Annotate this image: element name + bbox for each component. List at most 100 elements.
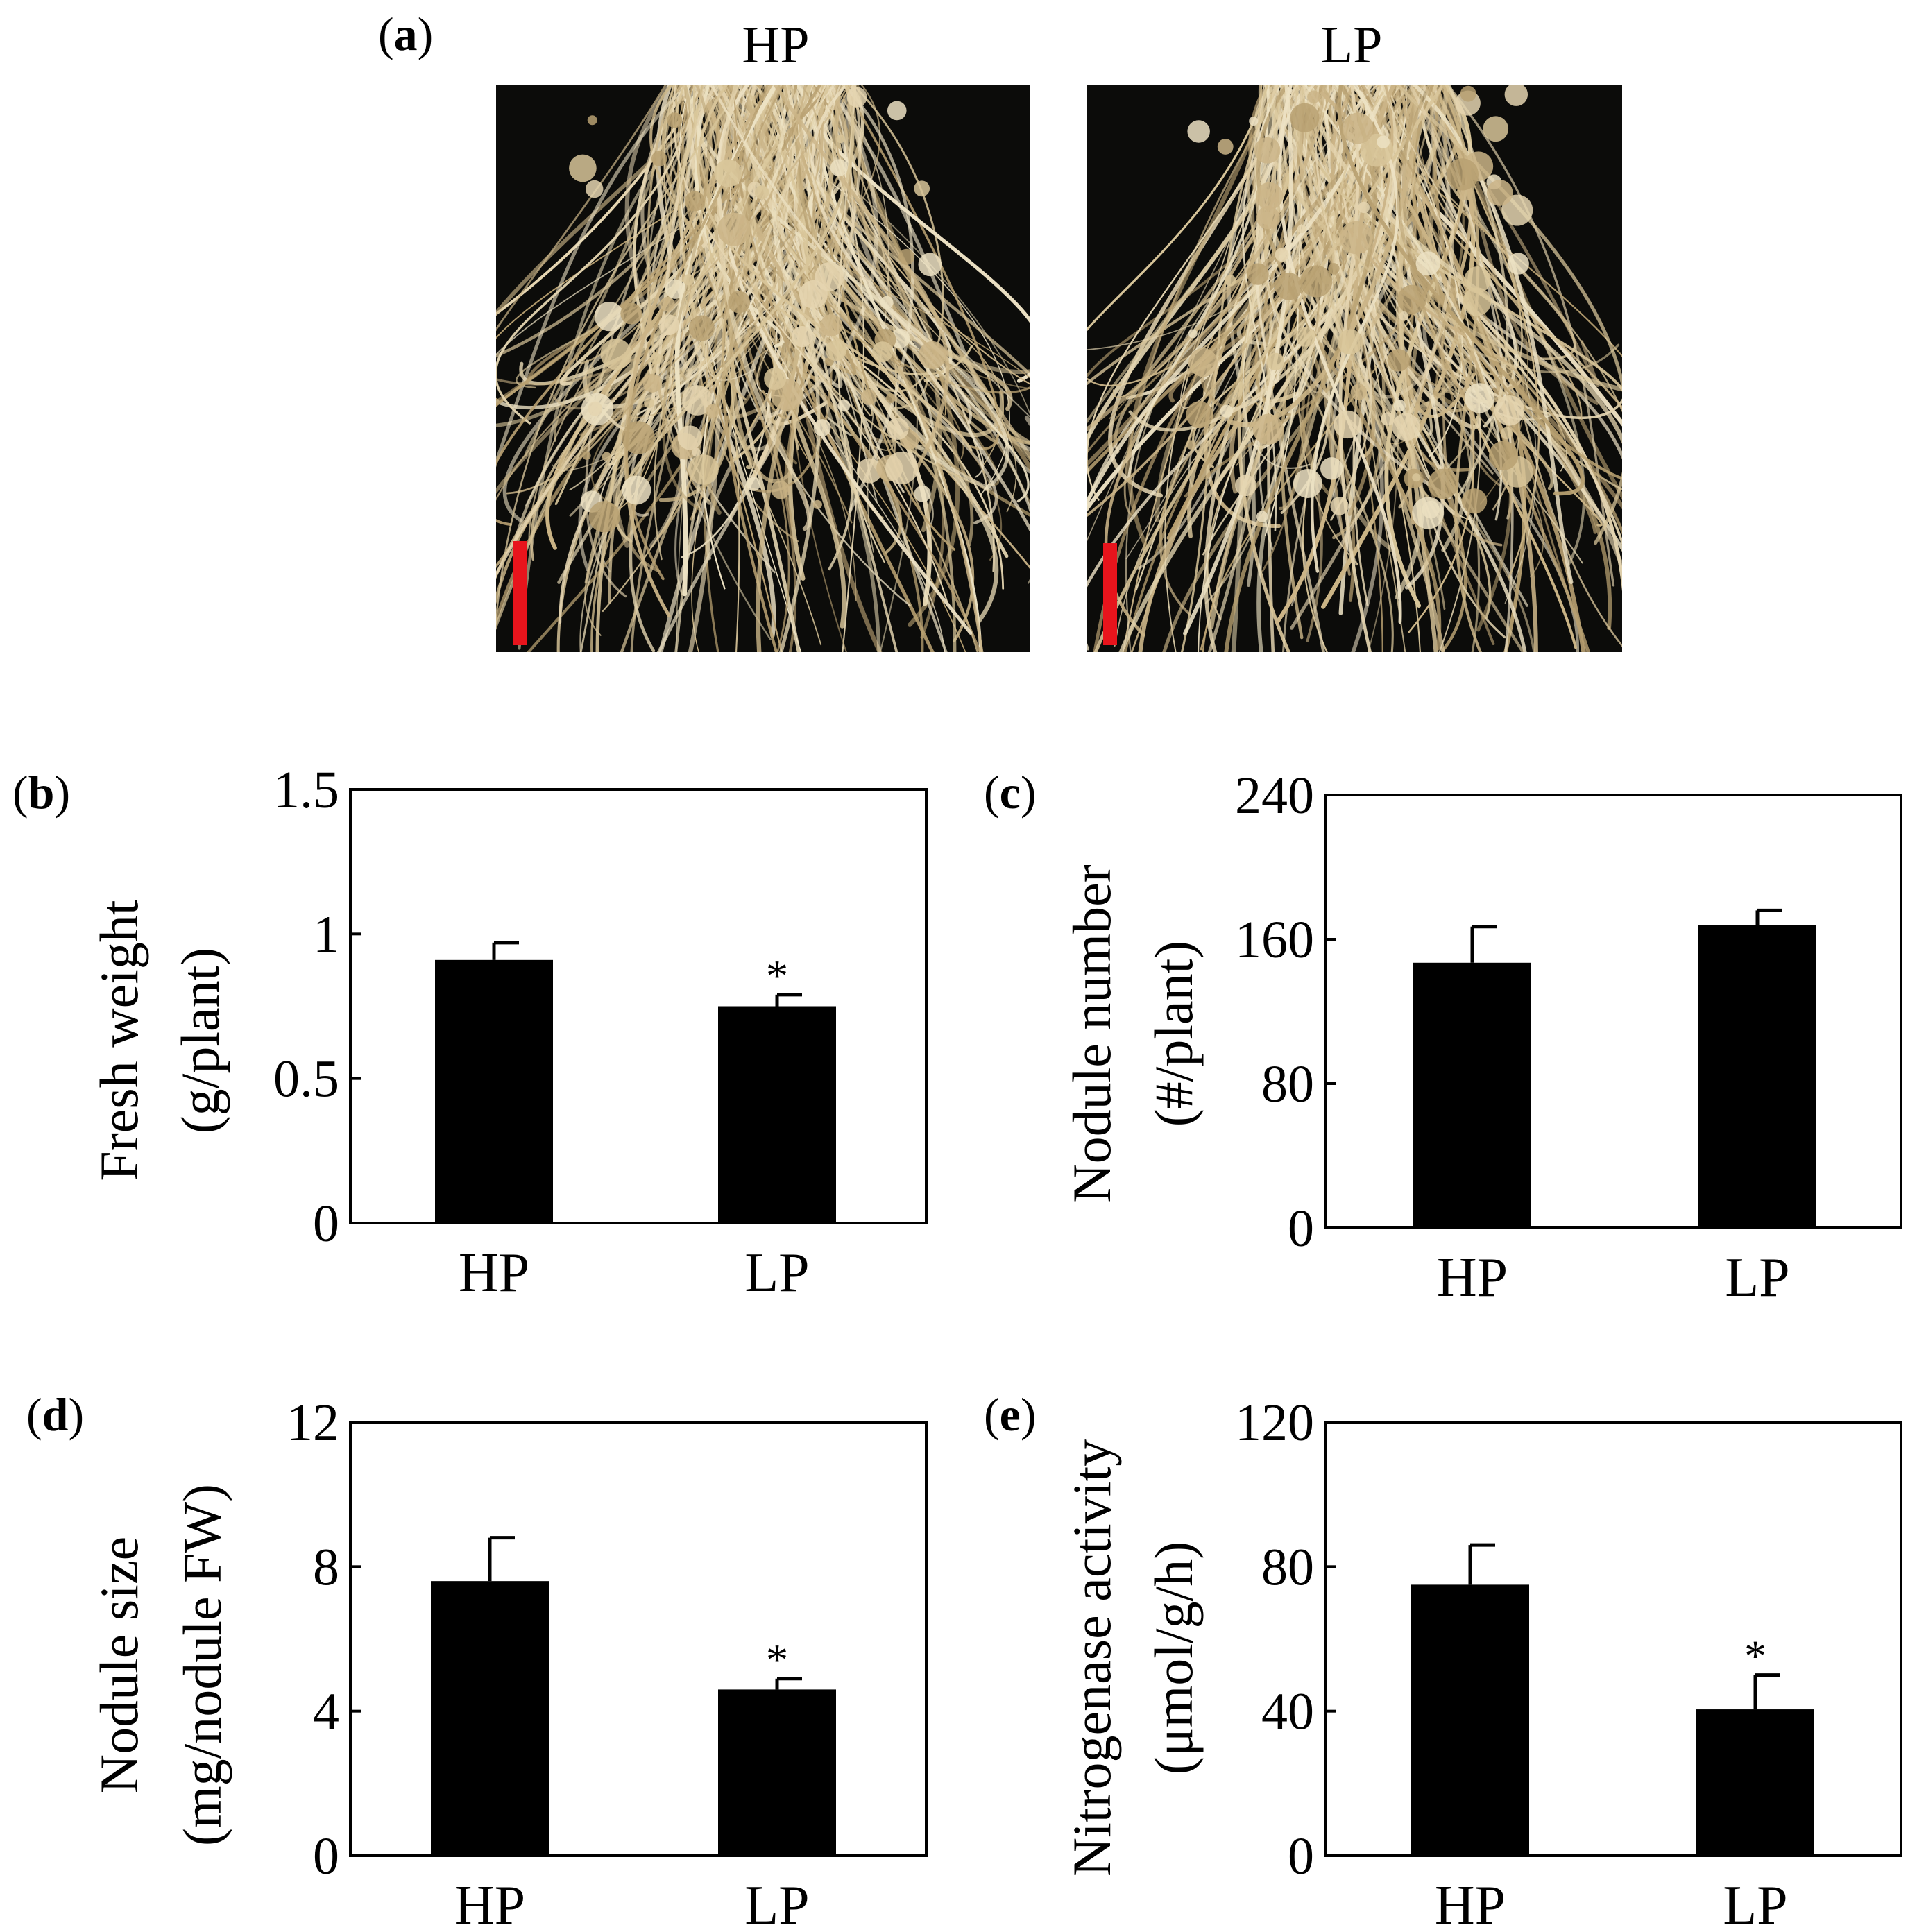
root-nodule [1412, 473, 1421, 482]
ylabel-d-line1: Nodule size [89, 1537, 149, 1793]
y-tick-label: 0 [1288, 1199, 1314, 1258]
root-strand [716, 85, 973, 635]
root-strand [675, 85, 794, 652]
root-nodule [1334, 410, 1362, 439]
y-tick-label: 1 [313, 905, 339, 964]
root-nodule [1293, 468, 1322, 498]
root-nodule [1275, 248, 1289, 262]
root-nodule [813, 419, 831, 436]
photo-lp [1087, 85, 1622, 652]
root-nodule [1463, 287, 1492, 316]
root-nodule [1328, 263, 1340, 275]
root-nodule [1330, 497, 1349, 515]
root-strand [1187, 85, 1399, 538]
root-strand [717, 85, 821, 652]
ylabel-c: Nodule number (#/plant) [1062, 864, 1204, 1202]
root-strand [710, 85, 935, 437]
root-strand [1093, 85, 1446, 652]
y-tick-label: 0.5 [273, 1050, 339, 1109]
root-nodule [1225, 275, 1236, 287]
root-nodule [585, 180, 604, 198]
root-strand [808, 85, 897, 463]
root-nodule [1307, 90, 1320, 103]
y-tick-label: 1.5 [273, 761, 339, 819]
root-strand [684, 85, 982, 652]
root-nodule [622, 421, 655, 454]
root-strand [1087, 85, 1327, 432]
root-nodule [885, 451, 919, 485]
root-nodule [914, 180, 930, 197]
bar-hp [1413, 962, 1531, 1228]
root-strand [614, 85, 855, 543]
panel-d-label: (d) [26, 1388, 84, 1441]
root-nodule [1254, 137, 1281, 164]
root-nodule [1504, 85, 1528, 106]
x-tick-label: LP [1723, 1875, 1787, 1932]
bar-hp [1411, 1584, 1529, 1856]
ylabel-b-line2: (g/plant) [170, 948, 230, 1134]
root-nodule [1358, 201, 1370, 214]
root-strand [1302, 85, 1622, 445]
root-nodule [1486, 180, 1513, 206]
root-nodule [1188, 348, 1218, 377]
root-strand [1162, 85, 1447, 652]
root-nodule [1235, 475, 1256, 497]
root-nodule [1397, 284, 1427, 314]
y-tick-label: 0 [313, 1195, 339, 1253]
root-nodule [1266, 352, 1284, 371]
root-nodule [1256, 511, 1268, 523]
photo-tint [1087, 85, 1622, 652]
ylabel-e-line1: Nitrogenase activity [1062, 1439, 1122, 1877]
root-nodule [706, 404, 719, 418]
root-nodule [799, 280, 828, 309]
root-nodule [728, 291, 751, 314]
scale-bar-hp [513, 541, 527, 645]
root-nodule [1320, 457, 1343, 480]
root-strand [820, 85, 1030, 475]
chart-e: 0 40 80 120 HP LP * [1235, 1394, 1902, 1932]
root-nodule [860, 388, 877, 405]
root-nodule [684, 191, 706, 212]
root-nodule [1252, 413, 1284, 445]
y-tick-label: 240 [1235, 767, 1314, 825]
root-nodule [660, 296, 675, 312]
root-strand [1337, 85, 1585, 496]
panel-a: (a) HP LP [378, 8, 1622, 652]
root-strand [728, 85, 853, 522]
root-strand [733, 85, 904, 368]
root-nodule [692, 447, 701, 457]
y-tick-label: 0 [1288, 1827, 1314, 1886]
y-tick-label: 4 [313, 1683, 339, 1741]
root-nodule [746, 477, 761, 491]
root-strand [690, 85, 1009, 491]
root-nodule [658, 314, 679, 336]
root-nodule [1339, 221, 1373, 255]
root-nodule [1381, 412, 1395, 426]
root-strand [1380, 85, 1537, 604]
root-nodule [820, 314, 843, 337]
root-strand [697, 85, 973, 452]
root-nodule [836, 135, 845, 144]
root-nodule [755, 185, 769, 200]
plot-frame [1324, 1421, 1902, 1857]
root-nodule [812, 499, 822, 509]
root-strand [1398, 85, 1446, 610]
root-nodule [825, 340, 846, 361]
root-nodule [764, 367, 787, 391]
root-nodule [1342, 112, 1374, 144]
root-strand [1087, 85, 1269, 332]
root-nodule [846, 87, 867, 108]
root-nodule [1300, 265, 1333, 298]
root-nodule [1256, 205, 1280, 230]
ylabel-d-line2: (mg/nodule FW) [172, 1484, 232, 1846]
root-nodule [1350, 384, 1368, 400]
root-nodule [887, 101, 907, 121]
root-nodule [1494, 395, 1525, 426]
panel-e-label: (e) [984, 1388, 1037, 1441]
bar-lp [1696, 1709, 1814, 1856]
root-nodule [588, 501, 620, 533]
ylabel-e: Nitrogenase activity (μmol/g/h) [1062, 1439, 1204, 1877]
root-strand [662, 85, 710, 512]
root-nodule [1255, 182, 1284, 210]
